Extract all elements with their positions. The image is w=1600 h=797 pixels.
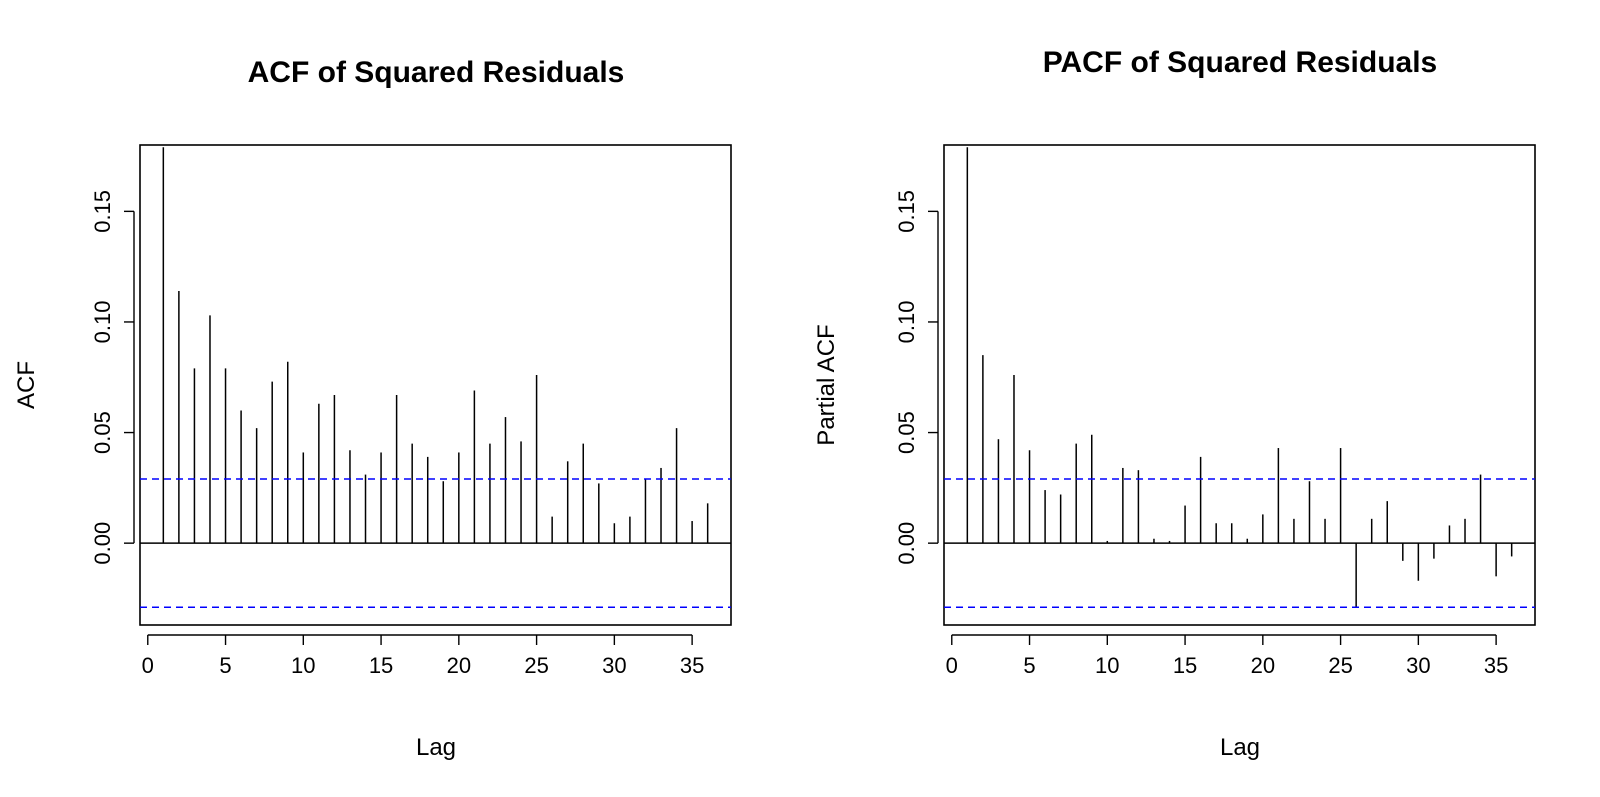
- pacf-x-axis: 0 5 10 15 20 25 30 35: [946, 634, 1508, 678]
- pacf-x-axis-label: Lag: [1220, 734, 1260, 761]
- acf-panel: ACF of Squared Residuals 0 5 10 15 20 25 30 35 …: [13, 56, 732, 761]
- acf-y-tick-label: 0.05: [90, 411, 115, 454]
- pacf-bars: [944, 147, 1535, 608]
- acf-x-tick-label: 10: [291, 653, 315, 678]
- pacf-x-tick-label: 20: [1251, 653, 1275, 678]
- pacf-plot-frame: [943, 144, 1536, 626]
- acf-x-tick-label: 15: [369, 653, 393, 678]
- pacf-confidence-band: [944, 478, 1535, 609]
- pacf-y-tick-label: 0.05: [894, 411, 919, 454]
- acf-y-axis-label: ACF: [13, 361, 40, 409]
- pacf-panel: PACF of Squared Residuals 0 5 10 15 20 25 30 35…: [813, 46, 1536, 761]
- pacf-x-tick-label: 0: [946, 653, 958, 678]
- pacf-x-tick-label: 15: [1173, 653, 1197, 678]
- acf-y-tick-label: 0.15: [90, 190, 115, 233]
- acf-plot-frame: [139, 144, 732, 626]
- pacf-y-axis-label: Partial ACF: [813, 324, 840, 445]
- pacf-y-tick-label: 0.00: [894, 522, 919, 565]
- pacf-x-tick-label: 25: [1328, 653, 1352, 678]
- acf-y-axis: 0.00 0.05 0.10 0.15: [90, 190, 135, 565]
- acf-bars: [140, 147, 731, 544]
- acf-x-tick-label: 5: [219, 653, 231, 678]
- acf-y-tick-label: 0.10: [90, 301, 115, 344]
- pacf-x-tick-label: 5: [1023, 653, 1035, 678]
- acf-x-tick-label: 35: [680, 653, 704, 678]
- acf-x-tick-label: 0: [142, 653, 154, 678]
- pacf-chart-title: PACF of Squared Residuals: [1043, 46, 1438, 79]
- pacf-x-tick-label: 35: [1484, 653, 1508, 678]
- pacf-y-tick-label: 0.10: [894, 301, 919, 344]
- acf-x-tick-label: 25: [524, 653, 548, 678]
- pacf-y-axis: 0.00 0.05 0.10 0.15: [894, 190, 939, 565]
- acf-x-axis: 0 5 10 15 20 25 30 35: [142, 634, 704, 678]
- acf-x-tick-label: 30: [602, 653, 626, 678]
- acf-x-tick-label: 20: [447, 653, 471, 678]
- pacf-x-tick-label: 30: [1406, 653, 1430, 678]
- acf-chart-title: ACF of Squared Residuals: [248, 56, 625, 89]
- pacf-x-tick-label: 10: [1095, 653, 1119, 678]
- acf-x-axis-label: Lag: [416, 734, 456, 761]
- pacf-y-tick-label: 0.15: [894, 190, 919, 233]
- acf-y-tick-label: 0.00: [90, 522, 115, 565]
- acf-confidence-band: [140, 478, 731, 609]
